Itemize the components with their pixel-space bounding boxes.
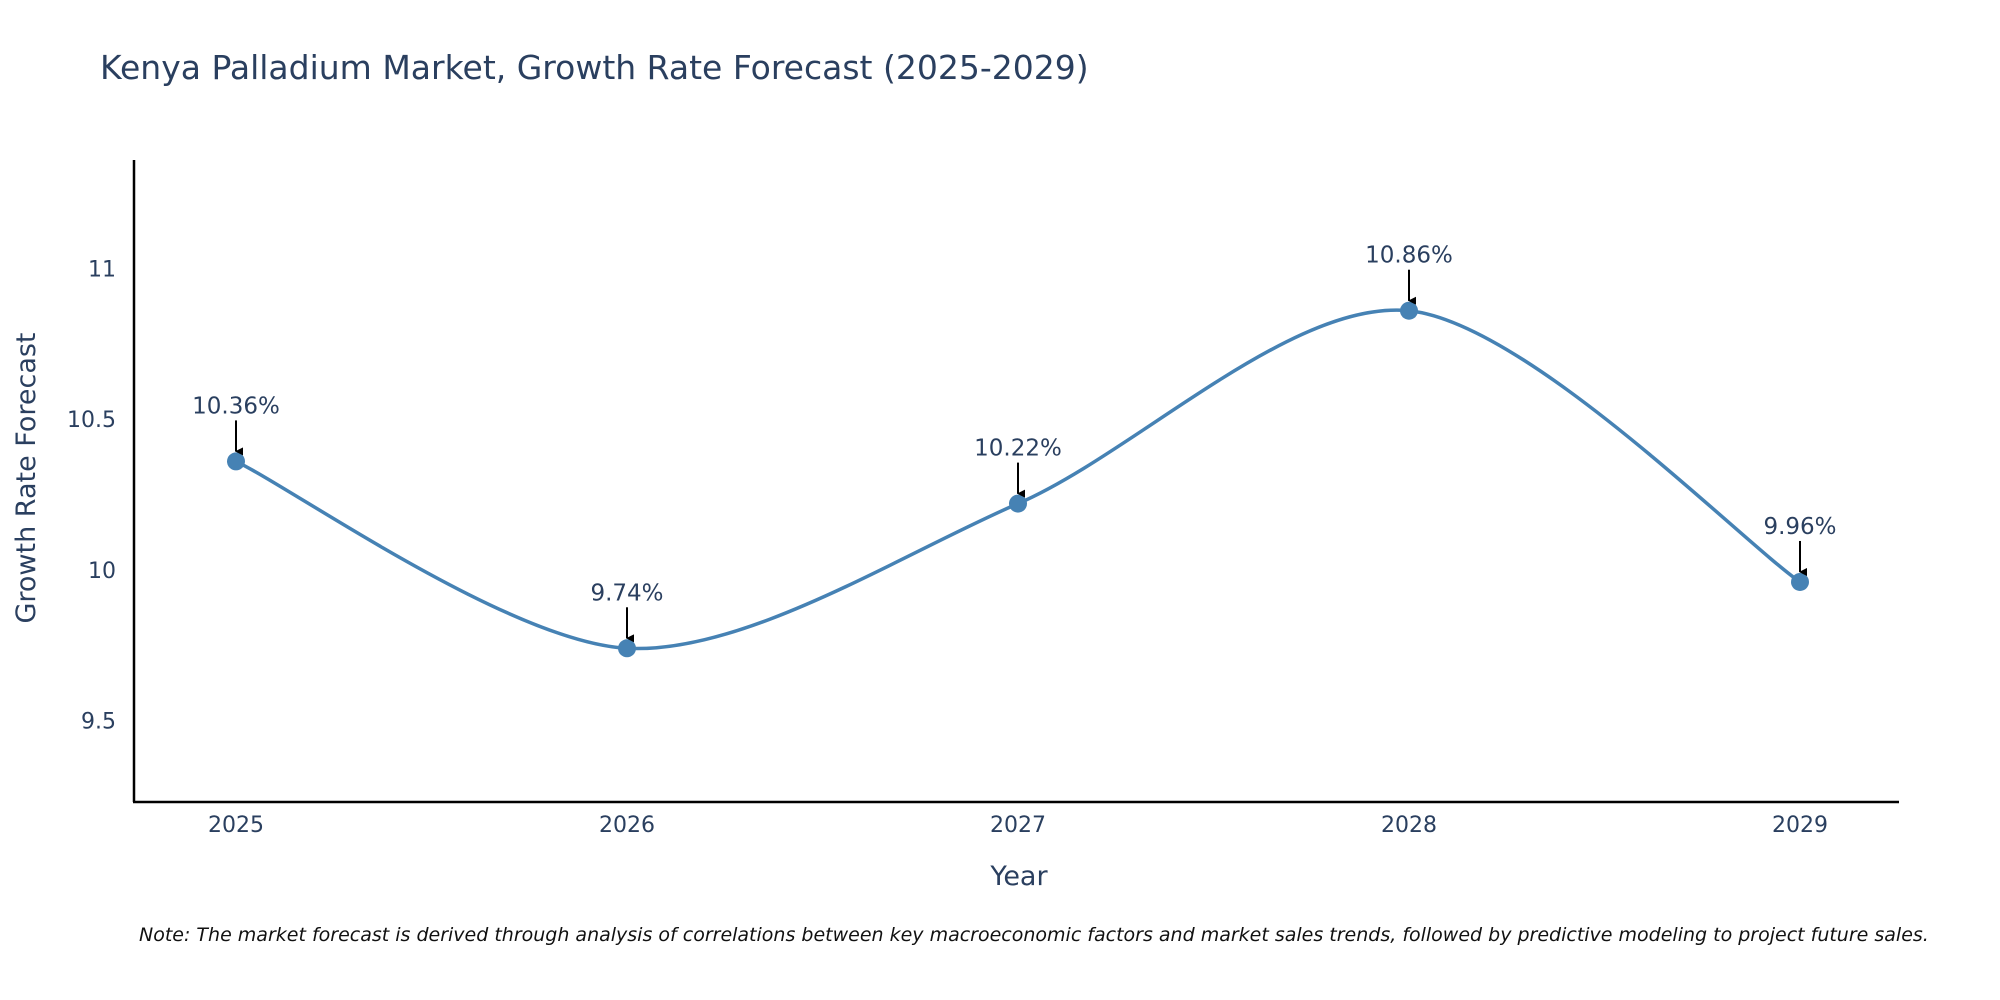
- data-annotations: 10.36% 9.74% 10.22% 10.86% 9.96%: [192, 243, 1837, 643]
- data-label: 9.74%: [590, 580, 663, 606]
- y-tick-label: 10.5: [67, 408, 116, 433]
- data-label: 10.22%: [974, 436, 1062, 462]
- x-tick-label: 2029: [1772, 813, 1828, 838]
- x-tick-labels: 2025 2026 2027 2028 2029: [208, 813, 1828, 838]
- x-tick-label: 2026: [599, 813, 655, 838]
- data-point: [1791, 572, 1809, 591]
- data-point: [1009, 494, 1027, 513]
- data-label: 9.96%: [1763, 514, 1836, 540]
- y-axis-title: Growth Rate Forecast: [11, 332, 42, 623]
- chart-title: Kenya Palladium Market, Growth Rate Fore…: [100, 48, 1089, 87]
- data-point: [227, 452, 245, 471]
- x-axis-title: Year: [989, 861, 1048, 892]
- data-label: 10.36%: [192, 393, 280, 419]
- y-tick-label: 9.5: [81, 710, 116, 735]
- x-tick-label: 2025: [208, 813, 264, 838]
- x-tick-label: 2027: [990, 813, 1046, 838]
- y-tick-label: 10: [88, 559, 116, 584]
- data-label: 10.86%: [1365, 243, 1453, 269]
- footnote: Note: The market forecast is derived thr…: [139, 924, 1929, 946]
- data-point: [1400, 301, 1418, 320]
- y-tick-labels: 9.5 10 10.5 11: [67, 258, 116, 735]
- x-tick-label: 2028: [1381, 813, 1437, 838]
- y-tick-label: 11: [88, 258, 116, 283]
- data-markers: [227, 301, 1809, 658]
- data-point: [618, 639, 636, 658]
